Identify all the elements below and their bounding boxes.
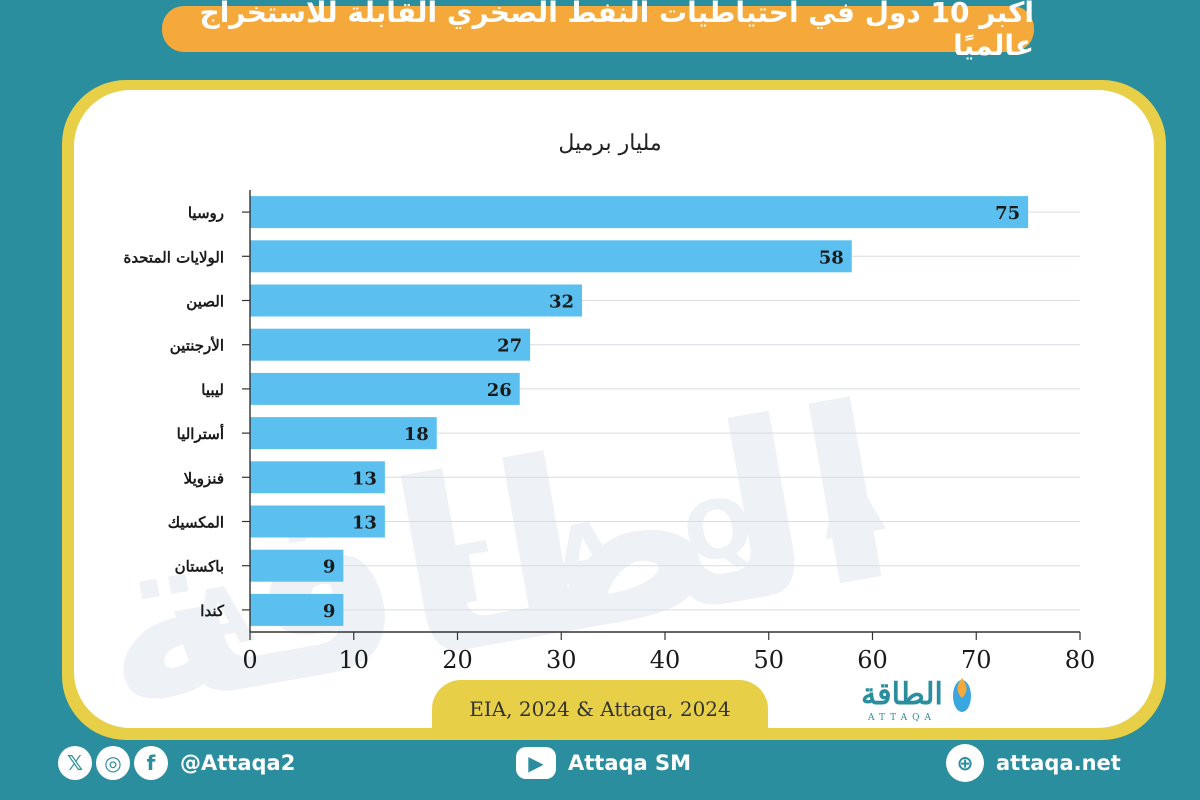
bar [250, 240, 852, 273]
page-title: أكبر 10 دول في احتياطيات النفط الصخري ال… [199, 0, 1034, 62]
bars: 75 58 32 27 26 18 13 13 9 9 [250, 196, 1029, 626]
x-icon[interactable]: 𝕏 [58, 746, 92, 780]
x-tick-label: 80 [1065, 646, 1096, 674]
bar [250, 549, 344, 582]
youtube-handle: Attaqa SM [568, 751, 692, 775]
bar [250, 461, 385, 494]
x-tick-label: 30 [546, 646, 577, 674]
website-link[interactable]: ⊕ attaqa.net [946, 740, 1121, 786]
axes: روسيا الولايات المتحدة الصين الأرجنتين ليبيا… [124, 190, 1096, 674]
bar [250, 196, 1029, 229]
data-label: 9 [323, 601, 336, 622]
data-label: 75 [995, 203, 1020, 224]
x-tick-label: 10 [338, 646, 369, 674]
bar [250, 593, 344, 626]
social-handle[interactable]: @Attaqa2 [180, 751, 296, 775]
bar [250, 372, 520, 405]
data-label: 58 [819, 247, 844, 268]
category-label: روسيا [188, 204, 224, 222]
data-label: 32 [549, 292, 574, 313]
category-label: باكستان [175, 558, 224, 576]
category-label: الصين [186, 293, 224, 311]
data-label: 27 [497, 336, 522, 357]
youtube-icon: ▶ [516, 747, 556, 779]
category-label: الأرجنتين [170, 336, 224, 355]
category-label: كندا [200, 602, 225, 620]
x-tick-label: 50 [753, 646, 784, 674]
x-tick-label: 20 [442, 646, 473, 674]
category-label: فنزويلا [184, 469, 224, 487]
x-tick-label: 0 [242, 646, 257, 674]
website-url: attaqa.net [996, 751, 1121, 775]
source-label: EIA, 2024 & Attaqa, 2024 [432, 680, 768, 738]
instagram-icon[interactable]: ◎ [96, 746, 130, 780]
data-label: 13 [352, 468, 377, 489]
data-label: 26 [487, 380, 512, 401]
logo-flame-icon [957, 678, 967, 698]
x-tick-label: 70 [961, 646, 992, 674]
footer: 𝕏 ◎ f @Attaqa2 ▶ Attaqa SM ⊕ attaqa.net [0, 740, 1200, 800]
facebook-icon[interactable]: f [134, 746, 168, 780]
category-label: المكسيك [168, 514, 224, 532]
globe-icon: ⊕ [946, 744, 984, 782]
data-label: 13 [352, 513, 377, 534]
logo-latin: ATTAQA [867, 713, 936, 723]
social-links: 𝕏 ◎ f @Attaqa2 [58, 740, 295, 786]
title-banner: أكبر 10 دول في احتياطيات النفط الصخري ال… [162, 0, 1034, 62]
x-tick-label: 40 [650, 646, 681, 674]
bar [250, 284, 582, 317]
data-label: 9 [323, 557, 336, 578]
bar [250, 417, 437, 450]
bar-chart: مليار برميل 75 58 32 27 26 18 13 13 9 9 روسيا الول… [124, 131, 1096, 674]
bar [250, 328, 531, 361]
data-label: 18 [404, 424, 429, 445]
bar [250, 505, 385, 538]
youtube-link[interactable]: ▶ Attaqa SM [516, 740, 691, 786]
chart-card: الطاقة ATTAQA مليار برميل 75 58 32 27 26 18 13… [74, 90, 1154, 728]
logo-arabic: الطاقة [861, 677, 943, 712]
chart-title: مليار برميل [558, 131, 661, 156]
attaqa-logo: الطاقة ATTAQA [861, 677, 971, 723]
source-text: EIA, 2024 & Attaqa, 2024 [469, 697, 731, 721]
x-tick-label: 60 [857, 646, 888, 674]
category-label: أستراليا [177, 423, 224, 443]
category-label: ليبيا [201, 381, 224, 399]
category-label: الولايات المتحدة [124, 248, 224, 266]
